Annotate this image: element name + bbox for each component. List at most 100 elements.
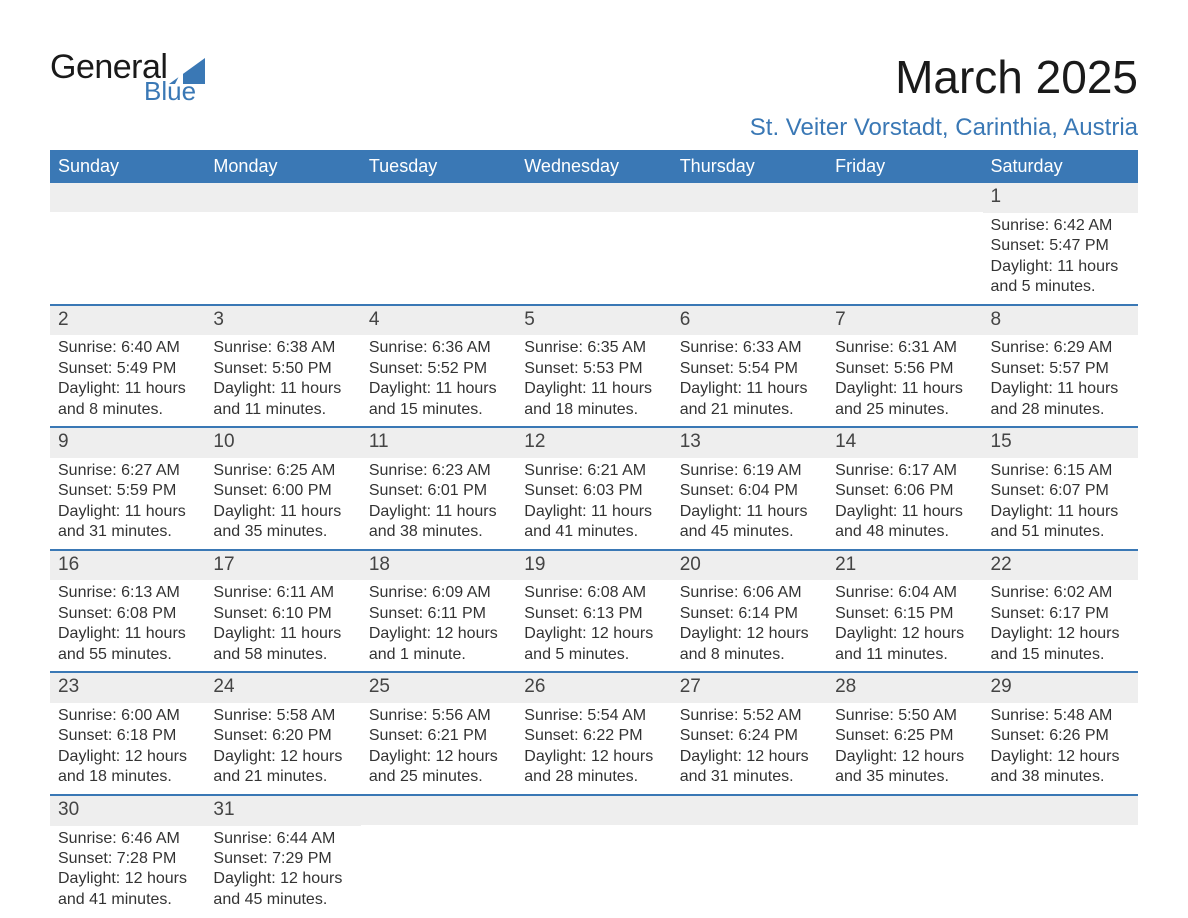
day-details (205, 213, 360, 295)
day-cell-body: Sunrise: 5:48 AMSunset: 6:26 PMDaylight:… (983, 703, 1138, 795)
day-cell-body: Sunrise: 6:31 AMSunset: 5:56 PMDaylight:… (827, 335, 982, 427)
day-number: 1 (983, 183, 1138, 213)
daynum-row: 9101112131415 (50, 427, 1138, 458)
day-cell-top: 27 (672, 672, 827, 703)
day-cell-top (672, 183, 827, 213)
sunset-line: Sunset: 6:20 PM (213, 727, 331, 744)
day-cell-top: 22 (983, 550, 1138, 581)
day-number: 25 (361, 673, 516, 703)
daynum-row: 23242526272829 (50, 672, 1138, 703)
sunset-line: Sunset: 6:17 PM (991, 605, 1109, 622)
sunset-line: Sunset: 6:22 PM (524, 727, 642, 744)
sunrise-line: Sunrise: 6:13 AM (58, 584, 180, 601)
sunrise-line: Sunrise: 6:42 AM (991, 217, 1113, 234)
day-details: Sunrise: 5:50 AMSunset: 6:25 PMDaylight:… (827, 703, 982, 794)
sunset-line: Sunset: 5:52 PM (369, 360, 487, 377)
day-cell-body (205, 213, 360, 305)
day-cell-body: Sunrise: 6:21 AMSunset: 6:03 PMDaylight:… (516, 458, 671, 550)
day-number (516, 796, 671, 825)
day-number: 26 (516, 673, 671, 703)
day-cell-top: 5 (516, 305, 671, 336)
day-number: 16 (50, 551, 205, 581)
daylight-line: Daylight: 11 hours and 55 minutes. (58, 625, 186, 662)
day-cell-body: Sunrise: 5:54 AMSunset: 6:22 PMDaylight:… (516, 703, 671, 795)
day-cell-top: 30 (50, 795, 205, 826)
day-details: Sunrise: 5:54 AMSunset: 6:22 PMDaylight:… (516, 703, 671, 794)
daylight-line: Daylight: 11 hours and 31 minutes. (58, 503, 186, 540)
day-details: Sunrise: 6:46 AMSunset: 7:28 PMDaylight:… (50, 826, 205, 917)
sunset-line: Sunset: 6:18 PM (58, 727, 176, 744)
day-number: 22 (983, 551, 1138, 581)
day-details (983, 826, 1138, 908)
sunrise-line: Sunrise: 6:06 AM (680, 584, 802, 601)
day-details (672, 213, 827, 295)
daylight-line: Daylight: 11 hours and 35 minutes. (213, 503, 341, 540)
weekday-header: Saturday (983, 150, 1138, 183)
daynum-row: 3031 (50, 795, 1138, 826)
sunset-line: Sunset: 7:29 PM (213, 850, 331, 867)
sunset-line: Sunset: 6:01 PM (369, 482, 487, 499)
daybody-row: Sunrise: 6:00 AMSunset: 6:18 PMDaylight:… (50, 703, 1138, 795)
day-details: Sunrise: 6:04 AMSunset: 6:15 PMDaylight:… (827, 580, 982, 671)
sunrise-line: Sunrise: 5:56 AM (369, 707, 491, 724)
day-details: Sunrise: 5:58 AMSunset: 6:20 PMDaylight:… (205, 703, 360, 794)
sunset-line: Sunset: 6:13 PM (524, 605, 642, 622)
day-number: 2 (50, 306, 205, 336)
daylight-line: Daylight: 11 hours and 21 minutes. (680, 380, 808, 417)
daylight-line: Daylight: 12 hours and 35 minutes. (835, 748, 964, 785)
day-cell-top: 15 (983, 427, 1138, 458)
day-cell-top (361, 183, 516, 213)
sunset-line: Sunset: 6:11 PM (369, 605, 486, 622)
day-cell-body: Sunrise: 6:00 AMSunset: 6:18 PMDaylight:… (50, 703, 205, 795)
day-number (50, 183, 205, 212)
day-details: Sunrise: 5:48 AMSunset: 6:26 PMDaylight:… (983, 703, 1138, 794)
daylight-line: Daylight: 11 hours and 8 minutes. (58, 380, 186, 417)
day-cell-top (983, 795, 1138, 826)
day-cell-top: 13 (672, 427, 827, 458)
daybody-row: Sunrise: 6:13 AMSunset: 6:08 PMDaylight:… (50, 580, 1138, 672)
day-cell-body: Sunrise: 6:19 AMSunset: 6:04 PMDaylight:… (672, 458, 827, 550)
day-details: Sunrise: 6:42 AMSunset: 5:47 PMDaylight:… (983, 213, 1138, 304)
day-cell-body (672, 826, 827, 917)
sunrise-line: Sunrise: 5:48 AM (991, 707, 1113, 724)
daylight-line: Daylight: 12 hours and 28 minutes. (524, 748, 653, 785)
daylight-line: Daylight: 12 hours and 21 minutes. (213, 748, 342, 785)
day-cell-body: Sunrise: 6:06 AMSunset: 6:14 PMDaylight:… (672, 580, 827, 672)
sunset-line: Sunset: 5:47 PM (991, 237, 1109, 254)
sunrise-line: Sunrise: 6:09 AM (369, 584, 491, 601)
day-cell-body: Sunrise: 6:33 AMSunset: 5:54 PMDaylight:… (672, 335, 827, 427)
day-details: Sunrise: 6:08 AMSunset: 6:13 PMDaylight:… (516, 580, 671, 671)
sunset-line: Sunset: 6:00 PM (213, 482, 331, 499)
weekday-header: Monday (205, 150, 360, 183)
day-cell-body (827, 213, 982, 305)
weekday-header-row: Sunday Monday Tuesday Wednesday Thursday… (50, 150, 1138, 183)
day-cell-top (827, 795, 982, 826)
day-cell-body (50, 213, 205, 305)
day-number: 27 (672, 673, 827, 703)
day-number (672, 796, 827, 825)
day-number: 14 (827, 428, 982, 458)
day-cell-top: 8 (983, 305, 1138, 336)
sunrise-line: Sunrise: 6:27 AM (58, 462, 180, 479)
sunset-line: Sunset: 6:26 PM (991, 727, 1109, 744)
title-block: March 2025 St. Veiter Vorstadt, Carinthi… (750, 50, 1138, 142)
day-cell-body: Sunrise: 5:56 AMSunset: 6:21 PMDaylight:… (361, 703, 516, 795)
sunset-line: Sunset: 5:57 PM (991, 360, 1109, 377)
daylight-line: Daylight: 11 hours and 25 minutes. (835, 380, 963, 417)
day-details: Sunrise: 6:21 AMSunset: 6:03 PMDaylight:… (516, 458, 671, 549)
sunrise-line: Sunrise: 5:52 AM (680, 707, 802, 724)
day-number: 13 (672, 428, 827, 458)
day-cell-body (516, 213, 671, 305)
day-cell-body (516, 826, 671, 917)
day-cell-body: Sunrise: 6:23 AMSunset: 6:01 PMDaylight:… (361, 458, 516, 550)
day-details (361, 213, 516, 295)
day-cell-body: Sunrise: 6:35 AMSunset: 5:53 PMDaylight:… (516, 335, 671, 427)
day-cell-top: 6 (672, 305, 827, 336)
day-cell-top: 23 (50, 672, 205, 703)
daybody-row: Sunrise: 6:42 AMSunset: 5:47 PMDaylight:… (50, 213, 1138, 305)
day-number: 15 (983, 428, 1138, 458)
day-details: Sunrise: 6:06 AMSunset: 6:14 PMDaylight:… (672, 580, 827, 671)
day-details: Sunrise: 6:38 AMSunset: 5:50 PMDaylight:… (205, 335, 360, 426)
day-number: 31 (205, 796, 360, 826)
daylight-line: Daylight: 12 hours and 41 minutes. (58, 870, 187, 907)
